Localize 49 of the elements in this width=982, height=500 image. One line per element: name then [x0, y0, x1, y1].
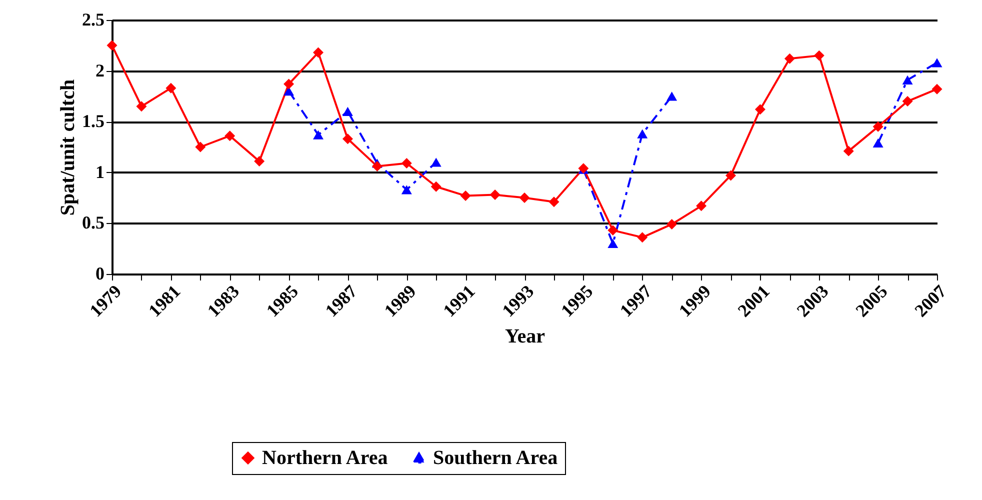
point	[872, 138, 884, 148]
point	[460, 190, 471, 202]
point	[902, 96, 913, 107]
point	[313, 130, 324, 140]
legend-label: Southern Area	[433, 447, 558, 469]
point	[519, 192, 530, 204]
point	[401, 185, 412, 194]
point	[696, 200, 707, 212]
point	[166, 82, 176, 94]
point	[430, 158, 442, 167]
point	[637, 129, 648, 138]
x-axis-title: Year	[505, 326, 546, 348]
point	[872, 121, 884, 132]
point	[401, 158, 412, 168]
point	[195, 142, 206, 152]
point	[548, 196, 560, 208]
point	[608, 238, 618, 248]
point	[284, 86, 294, 96]
y-tick-label: 2.5	[82, 10, 104, 30]
point	[814, 50, 824, 61]
point	[637, 232, 648, 243]
point	[106, 40, 118, 51]
point	[490, 190, 500, 200]
point	[754, 104, 766, 115]
point	[136, 101, 147, 112]
point	[342, 106, 353, 116]
point	[224, 130, 236, 142]
point	[372, 161, 382, 172]
y-tick-label: 0.5	[82, 212, 104, 233]
point	[726, 170, 736, 181]
y-tick-label: 1.5	[82, 111, 104, 132]
legend-label: Northern Area	[262, 447, 388, 469]
point	[284, 78, 294, 90]
point	[784, 53, 795, 64]
point	[932, 84, 942, 94]
point	[666, 218, 678, 230]
point	[843, 146, 854, 156]
point	[902, 75, 913, 84]
y-axis-title: Spat/unit cultch	[57, 79, 79, 216]
y-tick-label: 2	[96, 60, 104, 80]
point	[313, 47, 324, 58]
point	[342, 134, 353, 144]
y-tick-label: 1	[96, 162, 104, 182]
point	[254, 156, 265, 166]
point	[666, 92, 678, 101]
point	[608, 225, 618, 236]
point	[430, 181, 442, 192]
point	[932, 58, 942, 68]
y-tick-label: 0	[96, 264, 104, 284]
